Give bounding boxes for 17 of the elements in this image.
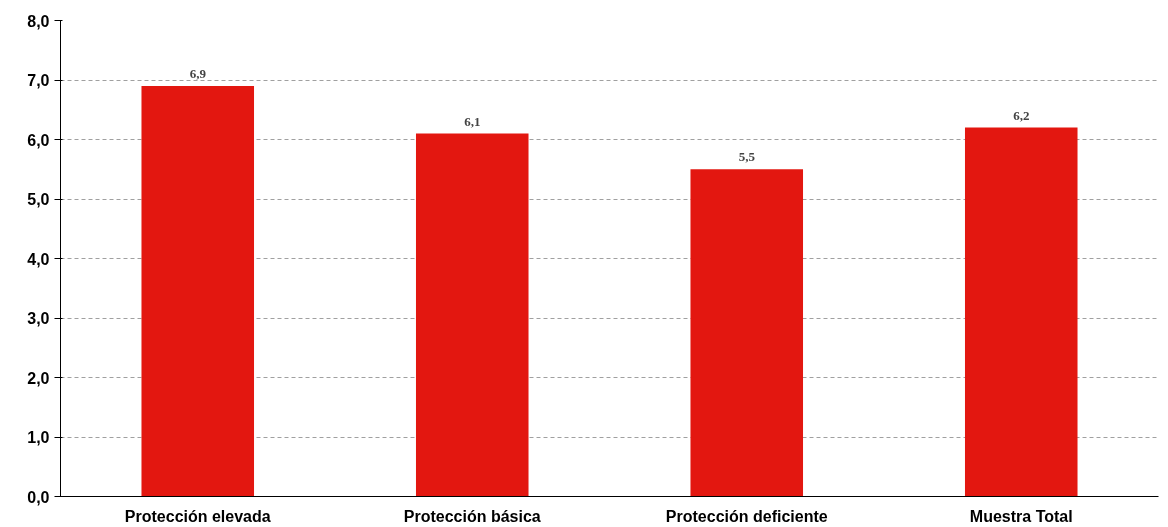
data-label: 5,5 xyxy=(738,149,756,165)
y-tick-label: 0,0 xyxy=(27,488,50,506)
y-tick-label: 5,0 xyxy=(27,191,50,208)
y-tick-label: 1,0 xyxy=(27,429,50,446)
x-tick-label: Protección elevada xyxy=(124,507,271,525)
y-tick-label: 3,0 xyxy=(27,310,50,327)
y-tick-label: 8,0 xyxy=(27,12,50,30)
y-tick-label: 7,0 xyxy=(27,72,50,89)
x-tick-label: Protección básica xyxy=(403,507,541,525)
y-tick-label: 2,0 xyxy=(27,369,50,387)
data-label: 6,9 xyxy=(189,65,207,81)
y-tick-label: 6,0 xyxy=(27,131,50,149)
data-label: 6,1 xyxy=(464,113,481,129)
x-tick-label: Protección deficiente xyxy=(665,507,828,525)
x-tick-label: Muestra Total xyxy=(969,507,1073,525)
data-label: 6,2 xyxy=(1013,107,1030,123)
y-tick-label: 4,0 xyxy=(27,250,50,268)
